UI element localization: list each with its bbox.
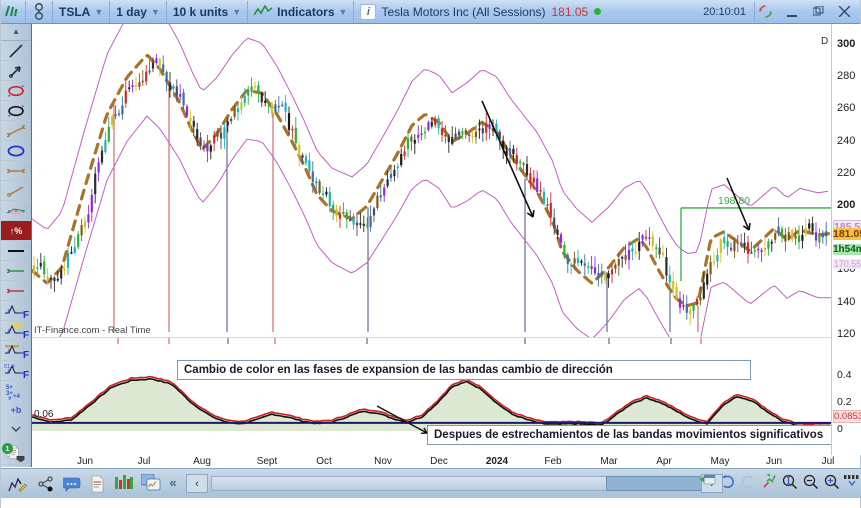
svg-text:F: F [23, 350, 29, 359]
svg-text:2: 2 [8, 397, 12, 401]
svg-text:F: F [23, 310, 29, 319]
svg-text:F: F [23, 370, 29, 379]
svg-text:F: F [23, 330, 29, 339]
svg-text:+4: +4 [13, 394, 21, 400]
